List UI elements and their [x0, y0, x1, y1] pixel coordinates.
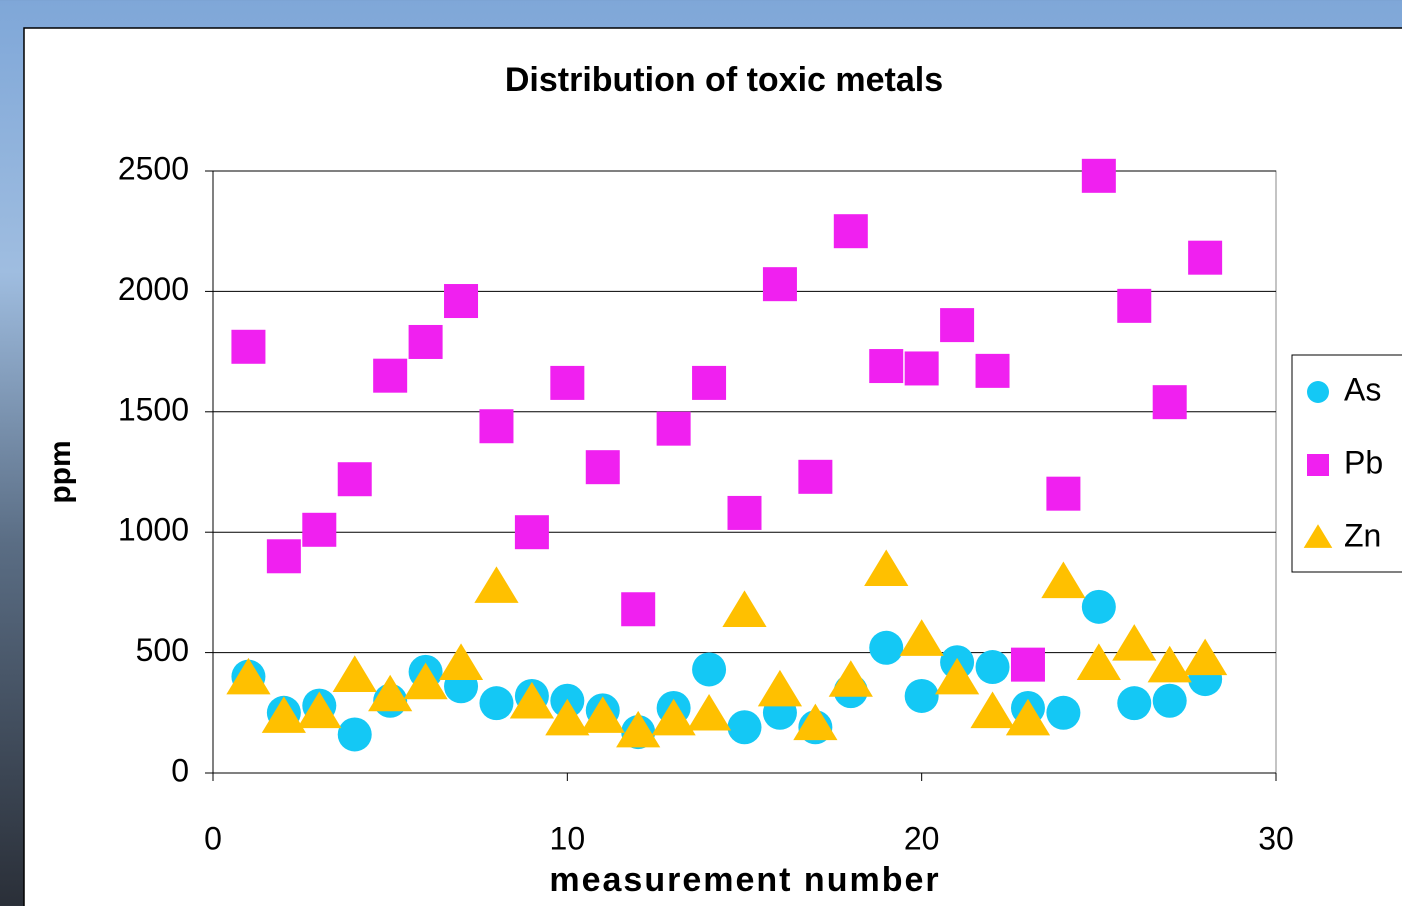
point [231, 330, 265, 364]
point [834, 214, 868, 248]
y-tick-label: 0 [171, 752, 189, 788]
point [905, 351, 939, 385]
y-axis-title: ppm [44, 440, 77, 503]
legend-label: Pb [1344, 444, 1383, 480]
point [267, 539, 301, 573]
point [479, 686, 513, 720]
chart: Distribution of toxic metals measurement… [0, 0, 1402, 906]
point [728, 710, 762, 744]
point [302, 513, 336, 547]
y-tick-label: 500 [136, 632, 189, 668]
point [515, 515, 549, 549]
x-axis-title: measurement number [549, 861, 940, 899]
point [869, 349, 903, 383]
chart-title: Distribution of toxic metals [505, 61, 943, 99]
point [763, 267, 797, 301]
point [976, 650, 1010, 684]
point [1046, 477, 1080, 511]
point [586, 450, 620, 484]
point [1046, 696, 1080, 730]
y-tick-label: 2000 [118, 271, 189, 307]
y-tick-label: 2500 [118, 150, 189, 186]
point [976, 354, 1010, 388]
point [1082, 590, 1116, 624]
point [373, 359, 407, 393]
point [905, 679, 939, 713]
point [1153, 684, 1187, 718]
point [940, 308, 974, 342]
point [621, 592, 655, 626]
point [409, 325, 443, 359]
point [444, 284, 478, 318]
point [338, 717, 372, 751]
point [798, 460, 832, 494]
legend-label: Zn [1344, 517, 1381, 553]
point [550, 366, 584, 400]
point [1117, 289, 1151, 323]
point [1153, 385, 1187, 419]
point [692, 652, 726, 686]
point [728, 496, 762, 530]
legend-label: As [1344, 371, 1381, 407]
point [692, 366, 726, 400]
y-tick-label: 1500 [118, 391, 189, 427]
point [479, 409, 513, 443]
point [1117, 686, 1151, 720]
x-tick-label: 30 [1258, 820, 1294, 856]
x-tick-label: 20 [904, 820, 940, 856]
x-tick-label: 10 [550, 820, 586, 856]
point [1082, 159, 1116, 193]
point [1188, 241, 1222, 275]
point [869, 631, 903, 665]
legend-marker [1307, 381, 1329, 403]
point [338, 462, 372, 496]
y-tick-label: 1000 [118, 512, 189, 548]
point [657, 412, 691, 446]
legend-marker [1307, 454, 1329, 476]
x-tick-label: 0 [204, 820, 222, 856]
point [1011, 648, 1045, 682]
plot-area [213, 171, 1276, 773]
